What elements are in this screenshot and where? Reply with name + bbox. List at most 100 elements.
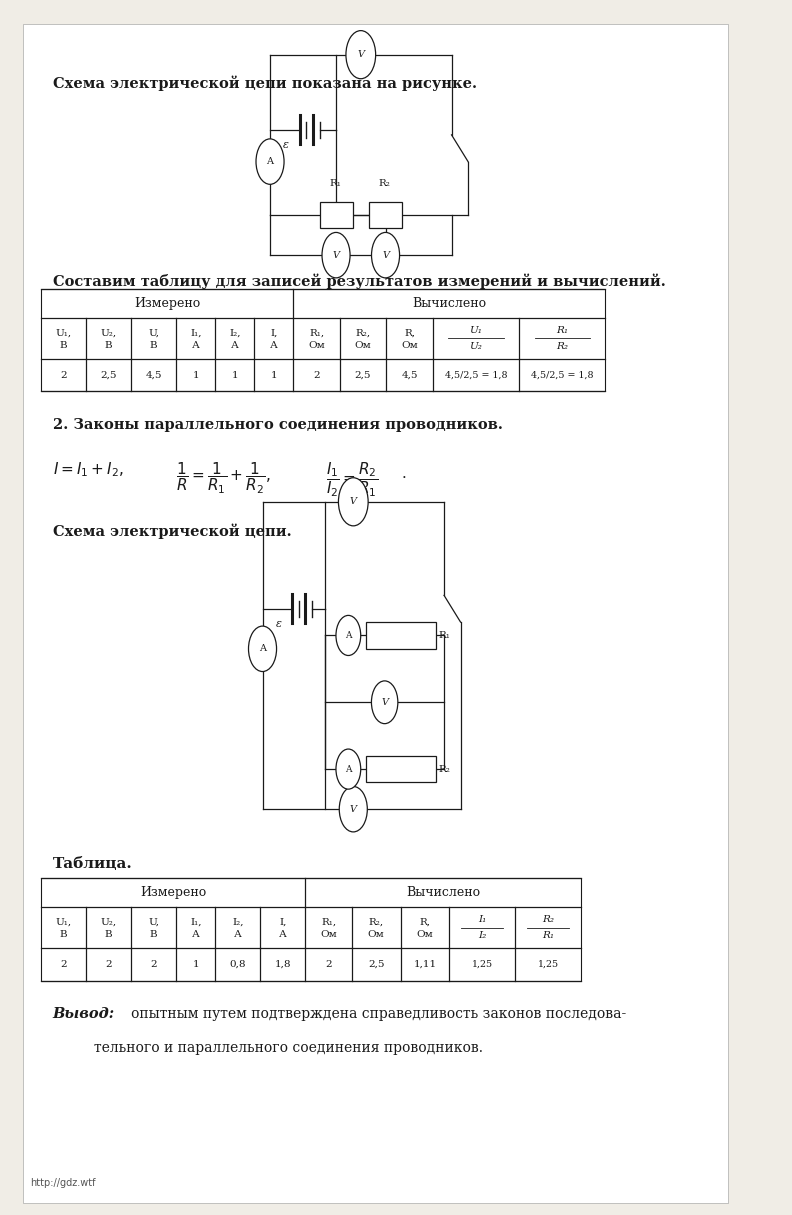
Text: I₂: I₂ [478,931,486,940]
Circle shape [322,232,350,278]
Text: U₁,: U₁, [55,917,72,927]
Text: $\dfrac{1}{R} = \dfrac{1}{R_1} + \dfrac{1}{R_2},$: $\dfrac{1}{R} = \dfrac{1}{R_1} + \dfrac{… [177,460,271,496]
Text: А: А [230,340,238,350]
Text: A: A [267,157,273,166]
Circle shape [336,748,360,790]
Circle shape [371,232,400,278]
Text: 2. Законы параллельного соединения проводников.: 2. Законы параллельного соединения прово… [52,418,502,433]
Bar [367,622,436,649]
Circle shape [339,786,367,832]
Bar [319,202,352,228]
Text: V: V [350,497,356,507]
Text: Вычислено: Вычислено [406,887,481,899]
Text: А: А [279,929,287,939]
Text: Вычислено: Вычислено [413,298,486,310]
Text: R₁: R₁ [543,931,554,940]
Text: U,: U, [148,917,159,927]
Bar [369,202,402,228]
Text: http://gdz.wtf: http://gdz.wtf [30,1179,96,1188]
Text: ε: ε [276,620,282,629]
Text: V: V [357,50,364,60]
Text: A: A [259,644,266,654]
Text: 2,5: 2,5 [101,371,117,379]
Text: $\dfrac{I_1}{I_2} = \dfrac{R_2}{R_1}$: $\dfrac{I_1}{I_2} = \dfrac{R_2}{R_1}$ [326,460,379,498]
Text: V: V [333,250,340,260]
Text: 4,5: 4,5 [146,371,162,379]
Text: I₂,: I₂, [229,328,241,338]
Text: R,: R, [420,917,430,927]
Circle shape [371,680,398,724]
Bar [41,289,605,391]
Text: В: В [150,929,158,939]
Text: 4,5/2,5 = 1,8: 4,5/2,5 = 1,8 [444,371,507,379]
Text: I,: I, [279,917,287,927]
Text: 1,11: 1,11 [413,960,436,968]
Text: I₁,: I₁, [190,917,201,927]
Text: Измерено: Измерено [140,887,207,899]
Text: R₁,: R₁, [321,917,336,927]
Text: 1,25: 1,25 [472,960,493,968]
Text: U₁,: U₁, [55,328,72,338]
Text: 2: 2 [326,960,332,968]
Text: Схема электрической цепи показана на рисунке.: Схема электрической цепи показана на рис… [52,75,477,91]
Text: .: . [402,467,406,481]
Circle shape [338,477,368,526]
Text: V: V [381,697,388,707]
Text: опытным путем подтверждена справедливость законов последова-: опытным путем подтверждена справедливост… [131,1007,626,1022]
Text: 1,8: 1,8 [275,960,291,968]
Text: U₂,: U₂, [101,917,117,927]
Text: R₂: R₂ [438,764,450,774]
Text: R₁,: R₁, [309,328,324,338]
Circle shape [249,626,276,672]
Text: R₂,: R₂, [356,328,371,338]
Text: I₂,: I₂, [232,917,243,927]
Bar [41,878,581,981]
Text: 2: 2 [60,371,67,379]
Text: R,: R, [404,328,415,338]
Text: I,: I, [270,328,277,338]
Text: R₂: R₂ [543,915,554,925]
Text: В: В [150,340,158,350]
Text: R₁: R₁ [438,631,450,640]
Circle shape [256,139,284,185]
Text: 1: 1 [231,371,238,379]
Text: U₂: U₂ [470,341,482,351]
Text: Схема электрической цепи.: Схема электрической цепи. [52,524,291,539]
Text: Ом: Ом [355,340,371,350]
Text: В: В [105,929,112,939]
Text: В: В [60,340,67,350]
Text: I₁: I₁ [478,915,486,925]
Text: I₁,: I₁, [190,328,201,338]
Circle shape [336,615,360,656]
Circle shape [346,30,375,79]
Text: А: А [192,340,200,350]
Text: R₂: R₂ [556,341,568,351]
Text: Ом: Ом [402,340,418,350]
Text: Ом: Ом [308,340,325,350]
Text: 4,5/2,5 = 1,8: 4,5/2,5 = 1,8 [531,371,593,379]
Text: А: А [270,340,278,350]
Text: 2: 2 [313,371,320,379]
Text: V: V [350,804,356,814]
Text: Таблица.: Таблица. [52,857,132,871]
Text: R₂: R₂ [379,180,390,188]
Text: 0,8: 0,8 [230,960,246,968]
Text: Измерено: Измерено [134,298,200,310]
Text: U₁: U₁ [470,326,482,335]
Text: 1: 1 [192,371,199,379]
Text: 1,25: 1,25 [538,960,559,968]
Text: R₁: R₁ [556,326,568,335]
Text: 1: 1 [271,371,277,379]
Text: 1: 1 [192,960,199,968]
Text: тельного и параллельного соединения проводников.: тельного и параллельного соединения пров… [93,1041,483,1056]
Text: ε: ε [284,140,289,151]
Text: 2,5: 2,5 [368,960,384,968]
Text: U,: U, [148,328,159,338]
Text: A: A [345,764,352,774]
Text: Составим таблицу для записей результатов измерений и вычислений.: Составим таблицу для записей результатов… [52,273,665,289]
Text: Ом: Ом [367,929,385,939]
Text: $I = I_1 + I_2,$: $I = I_1 + I_2,$ [52,460,124,479]
Text: В: В [60,929,67,939]
Text: R₁: R₁ [329,180,341,188]
Text: А: А [234,929,242,939]
